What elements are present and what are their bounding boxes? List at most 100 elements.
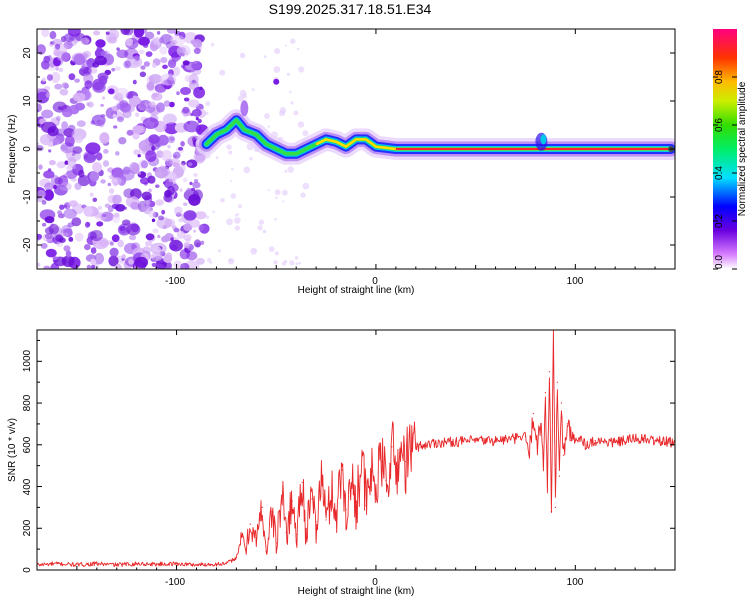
spectrogram-noise-blob <box>130 162 140 175</box>
spectrogram-noise-blob <box>148 188 152 193</box>
spectrogram-noise-blob <box>120 29 131 35</box>
snr-point <box>235 556 237 559</box>
spectrogram-noise-blob <box>195 152 206 164</box>
spectrogram-noise-blob <box>102 96 106 100</box>
snr-point <box>255 540 257 542</box>
spectrogram-noise-blob <box>166 29 177 34</box>
snr-point <box>295 533 297 536</box>
snr-point <box>249 523 251 525</box>
spectrogram-noise-blob <box>92 197 98 202</box>
spectrogram-noise-blob <box>58 106 62 111</box>
snr-point <box>275 542 277 544</box>
snr-point <box>365 504 367 506</box>
spectrogram-noise-blob <box>282 200 285 203</box>
spectrogram-noise-blob <box>40 242 48 249</box>
spectrogram-noise-blob <box>41 222 47 227</box>
spectrogram-noise-blob <box>90 258 96 265</box>
spectrogram-noise-blob <box>187 162 193 167</box>
snr-point <box>495 440 497 442</box>
spectrogram-noise-blob <box>274 217 277 221</box>
spectrogram-noise-blob <box>183 210 197 221</box>
spectrogram-noise-blob <box>243 166 251 174</box>
snr-point <box>301 481 303 483</box>
spectrogram-noise-blob <box>274 189 281 196</box>
spectrogram-noise-blob <box>63 245 71 252</box>
spectrogram-noise-blob <box>294 256 299 260</box>
spectrogram-noise-blob <box>84 244 91 251</box>
snr-point <box>514 437 517 440</box>
spectrogram-noise-blob <box>233 217 241 224</box>
spectrogram-noise-blob <box>55 66 59 71</box>
colorbar-tick-label: 0.0 <box>714 255 725 269</box>
spectrogram-noise-blob <box>264 113 270 119</box>
spectrogram-noise-blob <box>47 168 52 172</box>
spectrogram-noise-blob <box>55 43 61 50</box>
spectrogram-noise-blob <box>37 233 42 241</box>
spectrogram-noise-blob <box>37 142 40 146</box>
snr-point <box>546 485 549 488</box>
spectrogram-noise-blob <box>154 263 165 269</box>
spectrogram-noise-blob <box>180 262 190 269</box>
spectrogram-noise-blob <box>254 249 257 252</box>
spectrogram-noise-blob <box>114 66 121 71</box>
spectrogram-noise-blob <box>83 152 97 164</box>
snr-point <box>291 500 293 502</box>
spectrogram-noise-blob <box>284 44 288 47</box>
spectrogram-noise-blob <box>41 200 47 205</box>
snr-point <box>574 440 576 442</box>
spectrogram-noise-blob <box>239 52 246 59</box>
spectrogram-noise-blob <box>177 162 186 174</box>
snr-xtick-label: 0 <box>372 577 378 588</box>
spectrogram-ytick-label: 20 <box>22 47 33 59</box>
spectrogram-noise-blob <box>215 156 219 160</box>
spectrogram-noise-blob <box>44 85 51 91</box>
spectrogram-noise-blob <box>71 165 76 169</box>
spectrogram-noise-blob <box>152 228 159 234</box>
snr-ticks <box>37 330 676 571</box>
spectrogram-panel: -100 0 100 -20 -10 0 10 20 Height of str… <box>7 28 676 296</box>
spectrogram-noise-blob <box>121 254 126 260</box>
spectrogram-noise-blob <box>105 31 110 35</box>
spectrogram-noise-blob <box>193 47 201 55</box>
spectrogram-noise-blob <box>154 83 167 93</box>
spectrogram-noise-blob <box>77 175 90 187</box>
spectrogram-noise-blob <box>46 236 55 244</box>
colorbar-tick-label: 0.8 <box>714 70 725 84</box>
spectrogram-noise-blob <box>267 189 270 192</box>
snr-point <box>156 563 158 565</box>
spectrogram-noise-blob <box>129 234 137 241</box>
spectrogram-noise-blob <box>52 184 58 190</box>
spectrogram-noise-blob <box>180 141 185 147</box>
spectrogram-noise-blob <box>273 66 281 73</box>
spectrogram-noise-blob <box>66 165 73 172</box>
snr-point <box>176 563 178 565</box>
spectrogram-noise-blob <box>126 223 141 236</box>
snr-point <box>241 536 243 538</box>
spectrogram-noise-blob <box>130 201 139 210</box>
spectrogram-noise-blob <box>54 83 63 90</box>
spectrogram-noise-blob <box>137 102 148 111</box>
spectrogram-noise-blob <box>126 129 134 136</box>
spectrogram-noise-blob <box>176 230 186 239</box>
snr-point <box>261 506 263 508</box>
spectrogram-noise-blob <box>293 110 299 116</box>
spectrogram-noise-blob <box>268 246 275 253</box>
spectrogram-noise-blob <box>289 260 295 266</box>
spectrogram-noise-blob <box>230 193 237 199</box>
spectrogram-noise-blob <box>144 31 155 40</box>
spectrogram-noise-blob <box>119 102 132 113</box>
spectrogram-noise-blob <box>190 61 202 70</box>
spectrogram-noise-blob <box>119 225 128 234</box>
spectrogram-noise-blob <box>59 182 72 191</box>
spectrogram-noise-blob <box>104 203 111 208</box>
colorbar-tick-label: 0.6 <box>714 118 725 132</box>
snr-ytick-label: 200 <box>22 519 33 536</box>
spectrogram-noise-blob <box>72 146 83 154</box>
spectrogram-ytick-label: 0 <box>22 146 33 152</box>
spectrogram-noise-blob <box>63 204 68 208</box>
snr-point <box>345 508 347 511</box>
spectrogram-noise-blob <box>163 122 180 135</box>
spectrogram-xtick-label: -100 <box>165 276 185 287</box>
spectrogram-noise-blob <box>189 219 200 228</box>
spectrogram-noise-blob <box>282 189 288 196</box>
